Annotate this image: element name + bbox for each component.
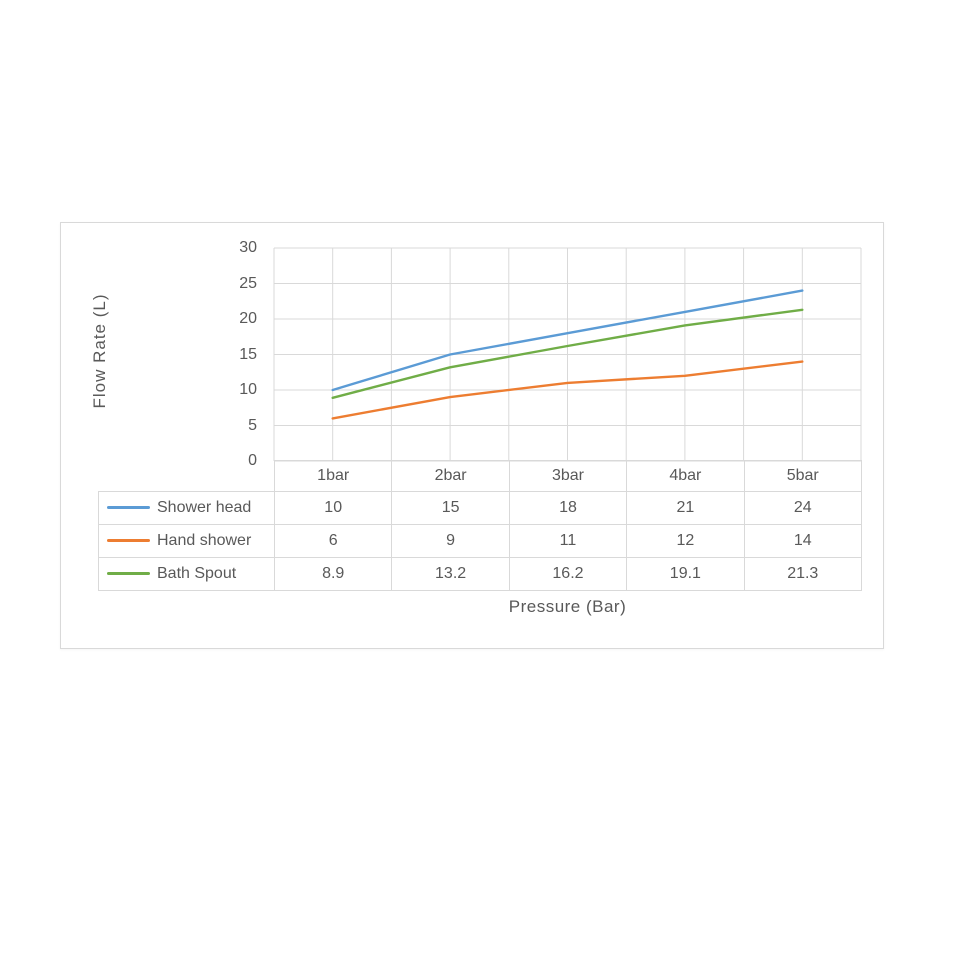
value-cell: 21.3 <box>743 557 862 591</box>
x-axis-title: Pressure (Bar) <box>508 597 627 616</box>
value-cell: 14 <box>743 524 862 558</box>
series-name: Hand shower <box>157 531 252 549</box>
value-cell: 15 <box>391 491 510 525</box>
legend-key-bath-spout <box>107 572 150 576</box>
chart-container: Flow Rate (L) 1bar 2bar 3bar 4bar 5bar S… <box>60 222 884 649</box>
legend-key-shower-head <box>107 506 150 510</box>
table-row-bath-spout: Bath Spout 8.9 13.2 16.2 19.1 21.3 <box>98 557 862 591</box>
value-cell: 8.9 <box>273 557 393 591</box>
legend-cell: Bath Spout <box>98 557 275 591</box>
value-cell: 11 <box>508 524 628 558</box>
series-name: Shower head <box>157 498 252 516</box>
value-cell: 9 <box>391 524 510 558</box>
y-tick-label: 25 <box>239 274 257 292</box>
value-cell: 16.2 <box>508 557 628 591</box>
series-line-bath-spout <box>331 308 804 400</box>
category-label: 5bar <box>743 460 862 492</box>
y-tick-label: 5 <box>248 416 257 434</box>
value-cell: 21 <box>626 491 745 525</box>
value-cell: 13.2 <box>391 557 510 591</box>
category-label: 3bar <box>508 460 628 492</box>
value-cell: 10 <box>273 491 393 525</box>
legend-cell: Hand shower <box>98 524 275 558</box>
value-cell: 19.1 <box>626 557 745 591</box>
chart-data-table: 1bar 2bar 3bar 4bar 5bar Shower head 10 … <box>98 460 862 591</box>
series-line-hand-shower <box>331 360 804 420</box>
y-tick-label: 15 <box>239 345 257 363</box>
table-row-hand-shower: Hand shower 6 9 11 12 14 <box>98 524 862 558</box>
value-cell: 18 <box>508 491 628 525</box>
value-cell: 12 <box>626 524 745 558</box>
value-cell: 24 <box>743 491 862 525</box>
value-cell: 6 <box>273 524 393 558</box>
plot-area <box>273 247 862 462</box>
category-label: 4bar <box>626 460 745 492</box>
y-axis-title: Flow Rate (L) <box>90 293 109 409</box>
y-tick-label: 20 <box>239 310 257 327</box>
legend-cell: Shower head <box>98 491 275 525</box>
legend-key-hand-shower <box>107 539 150 543</box>
series-line-shower-head <box>331 289 804 392</box>
category-label: 2bar <box>391 460 510 492</box>
category-label: 1bar <box>273 460 393 492</box>
series-name: Bath Spout <box>157 564 237 582</box>
y-tick-label: 0 <box>248 452 257 469</box>
category-header-row: 1bar 2bar 3bar 4bar 5bar <box>99 460 862 492</box>
y-tick-label: 10 <box>239 381 257 398</box>
table-row-shower-head: Shower head 10 15 18 21 24 <box>98 491 862 525</box>
y-tick-label: 30 <box>239 239 257 256</box>
